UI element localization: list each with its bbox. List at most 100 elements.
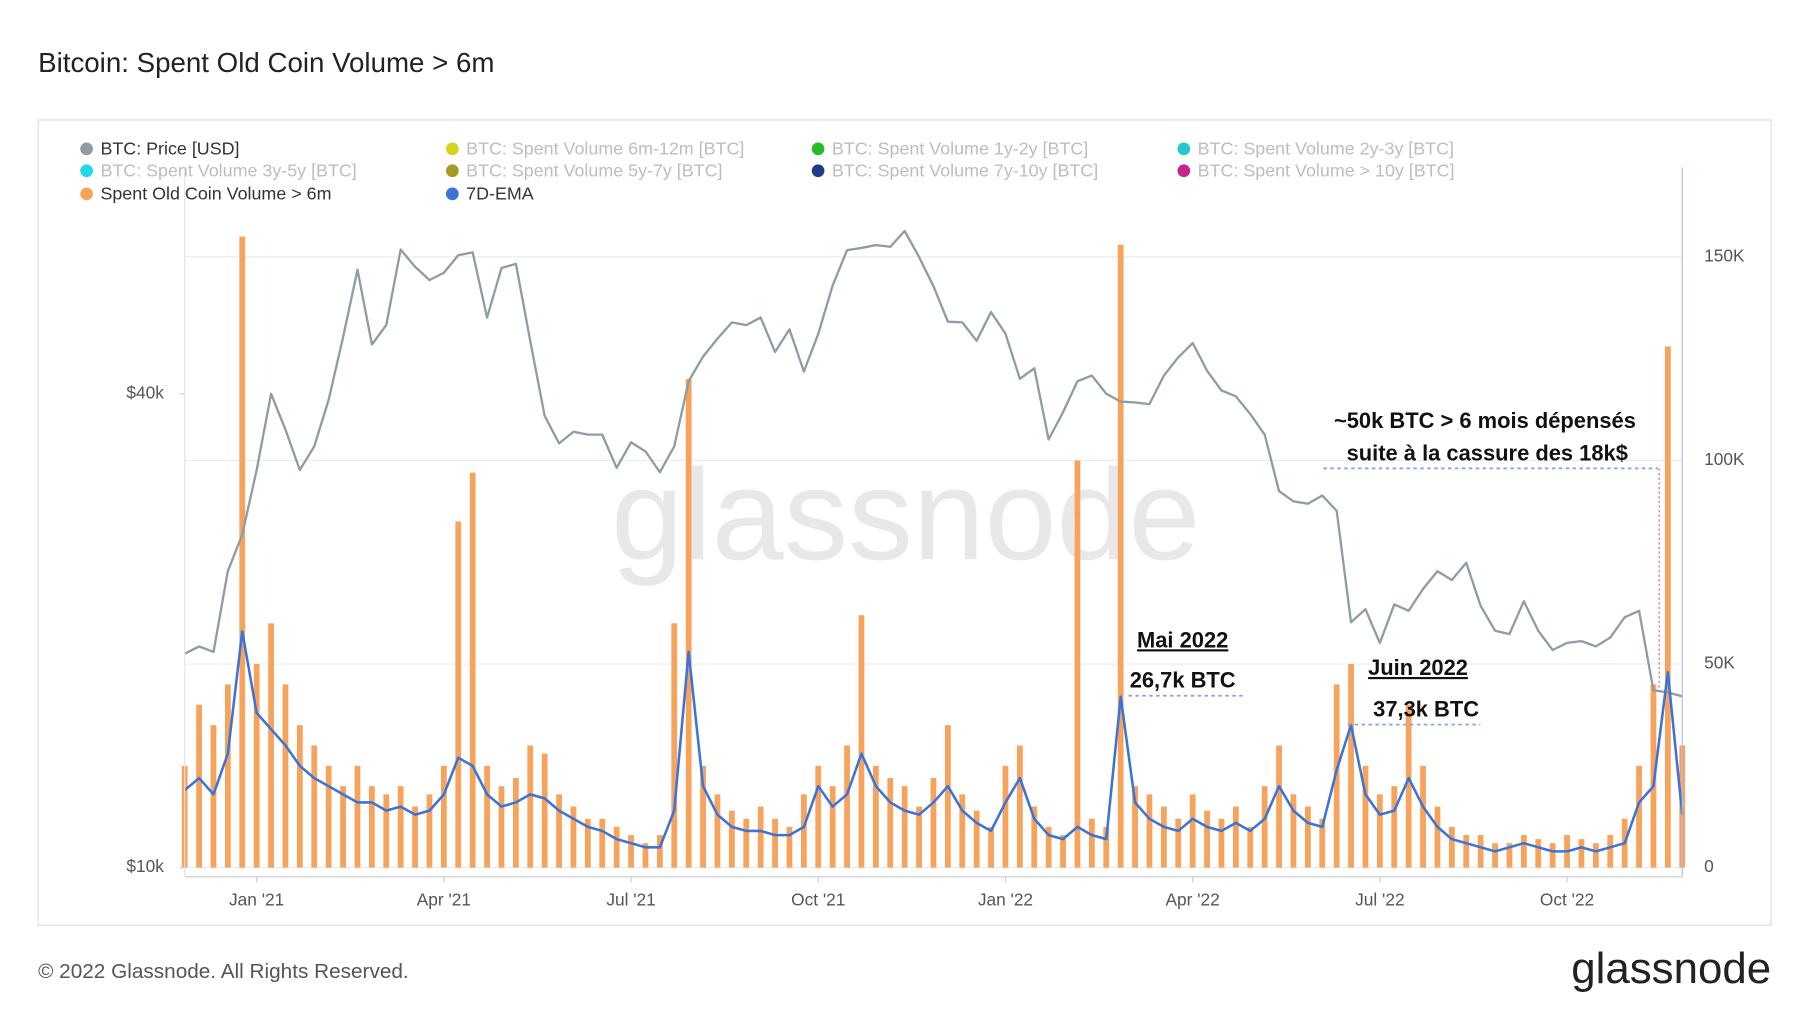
bar bbox=[1376, 794, 1383, 868]
bar bbox=[1463, 835, 1470, 868]
bar bbox=[1477, 835, 1484, 868]
line-series bbox=[184, 229, 1683, 698]
bar bbox=[1204, 810, 1210, 868]
x-tick-label: Apr '22 bbox=[1166, 890, 1220, 910]
bar bbox=[253, 664, 260, 868]
legend-swatch bbox=[445, 187, 459, 201]
bar bbox=[354, 765, 361, 868]
bar bbox=[786, 826, 793, 868]
bar bbox=[1405, 704, 1412, 868]
bar bbox=[268, 623, 274, 868]
bar bbox=[1232, 806, 1239, 868]
legend-swatch bbox=[80, 187, 93, 201]
bar bbox=[1002, 765, 1009, 868]
bar bbox=[901, 786, 908, 868]
legend-label: BTC: Spent Volume 3y-5y [BTC] bbox=[100, 161, 356, 181]
legend-swatch bbox=[445, 164, 459, 178]
bar bbox=[613, 826, 620, 868]
annotation: 37,3k BTC bbox=[1373, 697, 1479, 722]
brand-logo: glassnode bbox=[1571, 944, 1771, 993]
bar bbox=[1247, 826, 1254, 868]
bar bbox=[1448, 826, 1455, 868]
bar bbox=[1333, 684, 1340, 868]
annotation: suite à la cassure des 18k$ bbox=[1347, 440, 1628, 465]
bar bbox=[1348, 664, 1354, 868]
legend-swatch bbox=[1177, 164, 1191, 178]
legend: BTC: Price [USD] BTC: Spent Volume 6m-12m… bbox=[80, 139, 1454, 204]
bar bbox=[829, 786, 836, 868]
legend-label: 7D-EMA bbox=[466, 184, 534, 204]
y-tick-label: $10k bbox=[126, 856, 164, 876]
legend-label: BTC: Spent Volume 6m-12m [BTC] bbox=[466, 139, 744, 159]
y2-tick-label: 0 bbox=[1704, 856, 1714, 876]
bar bbox=[916, 806, 922, 868]
bar bbox=[772, 818, 778, 868]
bar bbox=[988, 826, 994, 868]
y2-tick-label: 50K bbox=[1704, 653, 1735, 673]
x-tick-label: Jul '22 bbox=[1355, 890, 1404, 910]
watermark: glassnode bbox=[611, 443, 1200, 587]
bar bbox=[1045, 826, 1052, 868]
legend-swatch bbox=[445, 142, 459, 156]
bar bbox=[469, 472, 476, 868]
bar bbox=[1362, 765, 1369, 868]
bar bbox=[700, 765, 706, 868]
bar bbox=[714, 794, 721, 868]
bar bbox=[743, 818, 750, 868]
bar bbox=[1549, 843, 1556, 868]
bar bbox=[1319, 818, 1326, 868]
bar bbox=[455, 521, 462, 868]
bar bbox=[1146, 794, 1153, 868]
bar bbox=[1261, 786, 1268, 868]
legend-swatch bbox=[1177, 142, 1191, 156]
bar bbox=[1031, 806, 1038, 868]
x-tick-label: Jul '21 bbox=[606, 890, 655, 910]
bar bbox=[440, 765, 447, 868]
legend-label: BTC: Price [USD] bbox=[100, 139, 239, 159]
line-series bbox=[183, 630, 1684, 853]
bar bbox=[498, 786, 505, 868]
bar bbox=[872, 765, 879, 868]
bar bbox=[1074, 460, 1081, 868]
bar bbox=[584, 818, 591, 868]
bar bbox=[1304, 806, 1311, 868]
bar bbox=[1535, 839, 1542, 868]
bar bbox=[239, 236, 246, 868]
bar bbox=[1592, 843, 1599, 868]
bar bbox=[311, 745, 318, 868]
x-tick-label: Jan '22 bbox=[978, 890, 1033, 910]
y2-tick-label: 100K bbox=[1704, 449, 1745, 469]
bar bbox=[1434, 806, 1441, 868]
annotation: ~50k BTC > 6 mois dépensés bbox=[1334, 408, 1636, 433]
x-tick-label: Apr '21 bbox=[417, 890, 471, 910]
bar bbox=[959, 794, 966, 868]
bar bbox=[1492, 843, 1498, 868]
bar bbox=[757, 806, 764, 868]
legend-label: Spent Old Coin Volume > 6m bbox=[100, 184, 331, 204]
bar bbox=[224, 684, 231, 868]
x-tick-label: Jan '21 bbox=[229, 890, 284, 910]
legend-label: BTC: Spent Volume 5y-7y [BTC] bbox=[466, 161, 722, 181]
bar bbox=[210, 725, 217, 868]
bar bbox=[815, 765, 822, 868]
bar bbox=[656, 835, 663, 868]
bar bbox=[340, 786, 346, 868]
bar bbox=[282, 684, 289, 868]
credit: © 2022 Glassnode. All Rights Reserved. bbox=[38, 960, 409, 983]
bar bbox=[671, 623, 678, 868]
bar bbox=[1420, 765, 1426, 868]
bar bbox=[685, 379, 692, 868]
bar bbox=[800, 794, 807, 868]
bar bbox=[1664, 346, 1671, 868]
annotation: Mai 2022 bbox=[1137, 627, 1228, 652]
bar bbox=[484, 765, 490, 868]
bar bbox=[930, 778, 937, 868]
bar bbox=[628, 835, 634, 868]
bar bbox=[426, 794, 433, 868]
bar bbox=[1175, 818, 1182, 868]
bar bbox=[844, 745, 850, 868]
legend-label: BTC: Spent Volume 7y-10y [BTC] bbox=[832, 161, 1098, 181]
chart-title: Bitcoin: Spent Old Coin Volume > 6m bbox=[38, 47, 494, 78]
